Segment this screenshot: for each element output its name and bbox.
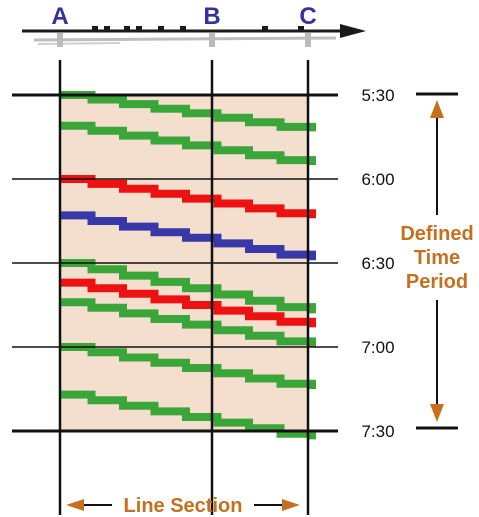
time-label-0530: 5:30 — [361, 86, 394, 105]
intermediate-stop-5 — [158, 26, 164, 30]
defined-period-marker — [416, 92, 458, 430]
line-section-dimension — [66, 499, 300, 511]
intermediate-stop-2 — [104, 26, 110, 30]
train-path-green-2 — [60, 121, 316, 165]
time-label-0600: 6:00 — [361, 170, 394, 189]
train-paths — [60, 91, 316, 440]
intermediate-stop-8 — [298, 26, 304, 30]
line-track — [22, 24, 366, 47]
intermediate-stop-1 — [92, 26, 98, 30]
train-path-green-5 — [60, 259, 316, 314]
station-label-c: C — [299, 3, 316, 30]
intermediate-stops — [57, 26, 311, 47]
arrow-down-icon — [430, 404, 444, 422]
train-path-green-7 — [60, 298, 316, 347]
station-label-a: A — [51, 3, 68, 30]
time-label-0630: 6:30 — [361, 254, 394, 273]
time-label-0700: 7:00 — [361, 338, 394, 357]
intermediate-stop-6 — [180, 26, 186, 30]
train-path-red-3 — [60, 175, 316, 219]
arrow-right-icon — [282, 499, 300, 511]
intermediate-stop-7 — [262, 26, 268, 30]
arrow-left-icon — [66, 499, 84, 511]
period-label-line-3: Period — [406, 271, 468, 293]
train-path-green-8 — [60, 343, 316, 389]
train-path-blue-4 — [60, 211, 316, 261]
station-marker-b — [209, 33, 215, 47]
station-marker-a — [57, 33, 63, 47]
train-path-green-1 — [60, 91, 316, 132]
intermediate-stop-4 — [136, 26, 142, 30]
track-arrow-icon — [340, 24, 366, 38]
station-label-b: B — [203, 3, 220, 30]
timetable-grid — [12, 60, 338, 515]
period-label-line-2: Time — [414, 247, 460, 269]
intermediate-stop-3 — [124, 26, 130, 30]
line-section-label: Line Section — [124, 495, 243, 517]
time-label-0730: 7:30 — [361, 422, 394, 441]
station-marker-c — [305, 33, 311, 47]
train-path-red-6 — [60, 278, 316, 328]
labels: A B C 5:30 6:00 6:30 7:00 7:30 Defined T… — [51, 3, 473, 517]
arrow-up-icon — [430, 100, 444, 118]
period-label-line-1: Defined — [400, 223, 473, 245]
